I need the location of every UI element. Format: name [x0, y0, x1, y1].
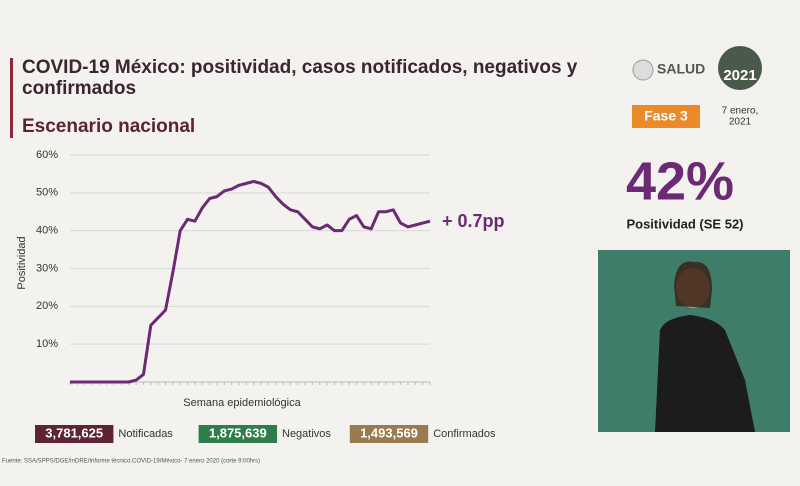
interpreter-silhouette	[655, 315, 755, 432]
logo-text: SALUD	[657, 61, 705, 77]
count-label: Notificadas	[118, 428, 173, 440]
count-label: Confirmados	[433, 428, 496, 440]
y-tick-label: 40%	[36, 225, 58, 237]
y-tick-label: 20%	[36, 300, 58, 312]
year-emblem	[718, 46, 762, 90]
count-value: 3,781,625	[45, 425, 103, 440]
y-axis-label: Positividad	[16, 236, 28, 289]
subtitle: Escenario nacional	[22, 116, 195, 137]
count-box	[35, 425, 114, 443]
y-tick-label: 50%	[36, 187, 58, 199]
phase-text: Fase 3	[644, 108, 688, 124]
count-box	[198, 425, 277, 443]
logo-icon	[632, 59, 654, 81]
count-label: Negativos	[282, 428, 331, 440]
count-box	[349, 425, 429, 443]
year-text: 2021	[723, 67, 756, 84]
y-tick-label: 60%	[36, 149, 58, 161]
count-value: 1,493,569	[360, 425, 418, 440]
interpreter-hair	[674, 261, 712, 308]
y-tick-label: 10%	[36, 338, 58, 350]
accent-bar	[10, 58, 13, 138]
title-line-2: confirmados	[22, 78, 136, 99]
stat-label: Positividad (SE 52)	[626, 216, 743, 231]
title-line-1: COVID-19 México: positividad, casos noti…	[22, 57, 578, 78]
date-line: 2021	[729, 117, 752, 128]
count-value: 1,875,639	[209, 425, 267, 440]
annotation: + 0.7pp	[442, 211, 505, 231]
date-line: 7 enero,	[722, 106, 759, 117]
y-tick-label: 30%	[36, 262, 58, 274]
data-line	[70, 179, 431, 384]
phase-box	[632, 105, 700, 128]
stat-value: 42%	[626, 151, 734, 211]
x-axis-label: Semana epidemiológica	[183, 397, 301, 409]
source-note: Fuente: SSA/SPPS/DGE/InDRE/Informe técni…	[2, 459, 260, 465]
